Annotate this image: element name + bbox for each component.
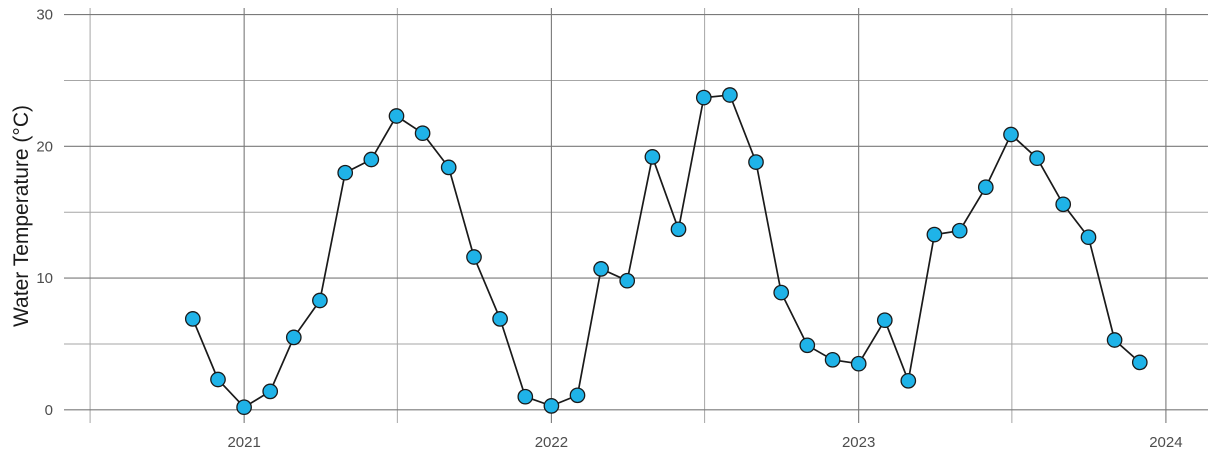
data-point — [951, 222, 968, 239]
data-point — [1055, 196, 1072, 213]
data-point — [363, 151, 380, 168]
data-point — [543, 398, 560, 414]
data-point — [517, 388, 534, 405]
x-tick-label: 2023 — [842, 434, 875, 451]
data-point — [670, 221, 687, 238]
y-tick-label: 30 — [36, 7, 53, 24]
data-point — [262, 383, 279, 400]
data-point — [799, 337, 816, 354]
x-tick-label: 2024 — [1149, 434, 1182, 451]
data-point — [1003, 126, 1019, 143]
data-point — [926, 226, 943, 243]
data-point — [773, 284, 790, 301]
data-point — [619, 272, 636, 289]
major-gridlines — [64, 8, 1208, 423]
data-point — [210, 371, 226, 388]
data-point — [722, 87, 738, 103]
data-point — [748, 154, 764, 170]
data-point — [644, 149, 661, 165]
data-point — [184, 311, 201, 327]
data-point — [285, 329, 302, 346]
data-point — [1080, 229, 1097, 246]
y-tick-label: 10 — [36, 270, 53, 287]
y-tick-label: 20 — [36, 138, 53, 155]
data-point — [440, 159, 457, 176]
data-point — [850, 355, 867, 372]
y-tick-label: 0 — [45, 402, 53, 419]
data-point — [977, 179, 994, 196]
y-axis-ticks: 0 10 20 30 — [36, 7, 53, 419]
x-tick-label: 2021 — [227, 434, 260, 451]
data-point — [1029, 150, 1045, 167]
data-point — [466, 249, 482, 265]
data-point — [388, 108, 405, 124]
data-point — [1131, 354, 1148, 371]
data-point — [337, 164, 354, 181]
series-line — [192, 94, 1141, 409]
x-axis-ticks: 2021 2022 2023 2024 — [227, 434, 1182, 451]
data-point — [236, 399, 252, 416]
x-tick-label: 2022 — [535, 434, 568, 451]
y-axis-label: Water Temperature (°C) — [10, 105, 33, 327]
data-point — [876, 312, 893, 329]
data-point — [593, 261, 609, 277]
data-point — [695, 89, 712, 106]
data-point — [569, 387, 586, 404]
data-point — [312, 292, 328, 309]
minor-gridlines — [64, 8, 1208, 423]
data-point — [1106, 332, 1123, 348]
data-point — [492, 311, 508, 327]
data-points — [184, 87, 1148, 416]
data-point — [824, 351, 841, 368]
data-point — [414, 125, 431, 142]
data-point — [900, 372, 917, 389]
